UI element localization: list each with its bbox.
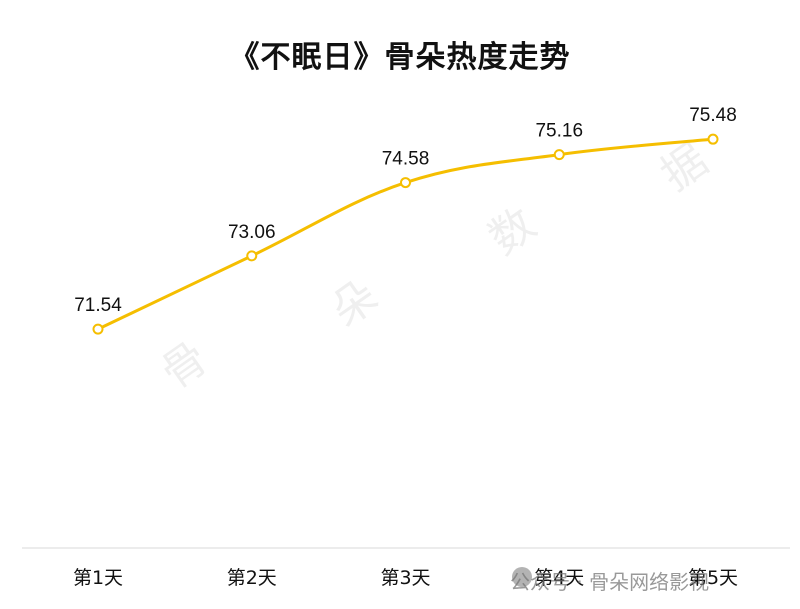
data-label: 75.48 bbox=[689, 105, 737, 126]
data-point bbox=[92, 323, 104, 335]
label-layer: 71.54 73.06 74.58 75.16 75.48 bbox=[74, 105, 737, 316]
tick-layer: 第1天 第2天 第3天 第4天 第5天 bbox=[73, 567, 738, 589]
data-label: 71.54 bbox=[74, 295, 122, 316]
x-tick-label: 第4天 bbox=[534, 567, 584, 589]
series-layer bbox=[92, 133, 719, 335]
x-tick-label: 第5天 bbox=[688, 567, 738, 589]
data-point bbox=[400, 177, 411, 189]
data-label: 73.06 bbox=[228, 222, 276, 243]
data-label: 74.58 bbox=[382, 149, 430, 170]
x-tick-label: 第3天 bbox=[380, 567, 430, 589]
x-tick-label: 第1天 bbox=[73, 567, 123, 589]
data-point bbox=[553, 149, 565, 161]
data-point bbox=[246, 250, 258, 262]
x-tick-label: 第2天 bbox=[227, 567, 277, 589]
footer-watermark: 公众号 · 骨朵网络影视 bbox=[510, 570, 710, 594]
data-label: 75.16 bbox=[535, 121, 583, 142]
data-point bbox=[707, 133, 719, 145]
wechat-icon bbox=[512, 567, 532, 587]
chart-title: 《不眠日》骨朵热度走势 bbox=[229, 40, 571, 75]
